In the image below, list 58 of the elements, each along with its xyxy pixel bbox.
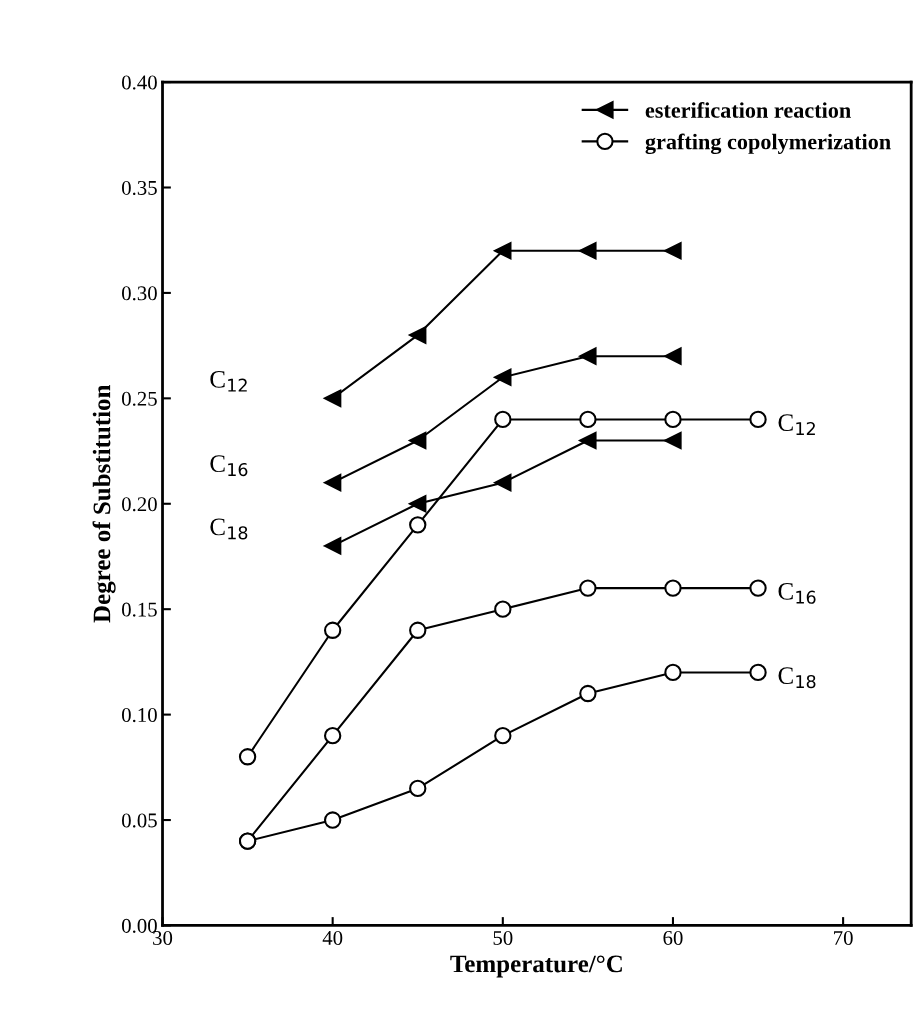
y-tick-label: 0.15 <box>121 602 157 617</box>
point <box>409 326 427 344</box>
y-tick-label: 0.00 <box>121 918 157 933</box>
point <box>749 410 767 429</box>
y-tick-label: 0.10 <box>121 707 157 723</box>
point <box>494 600 512 618</box>
x-axis-title: Temperature/°C <box>450 955 622 978</box>
y-tick-label: 0.05 <box>121 813 157 828</box>
point <box>494 410 512 429</box>
point <box>579 410 597 429</box>
annotation: C$_{12}$ <box>778 414 815 435</box>
y-tick-label: 0.40 <box>121 75 157 90</box>
y-axis-title: Degree of Substitution <box>92 384 116 623</box>
point <box>323 621 342 639</box>
point <box>664 410 682 429</box>
point <box>409 495 427 513</box>
annotation: C$_{16}$ <box>778 582 816 604</box>
x-tick-label: 40 <box>322 930 343 945</box>
point <box>409 516 427 534</box>
point <box>494 242 512 260</box>
point <box>579 431 597 450</box>
point <box>323 389 342 408</box>
point <box>494 727 512 745</box>
point <box>749 579 767 597</box>
point <box>323 537 342 555</box>
y-tick-label: 0.30 <box>121 286 157 301</box>
annotation: C$_{12}$ <box>210 370 247 392</box>
point <box>664 347 682 365</box>
y-tick-label: 0.35 <box>121 180 157 196</box>
point <box>323 811 342 829</box>
point <box>579 242 597 260</box>
point <box>409 431 427 450</box>
point <box>409 621 427 639</box>
legend-label: esterification reaction <box>645 101 851 118</box>
x-tick-label: 30 <box>153 930 173 945</box>
annotation: C$_{18}$ <box>778 667 816 689</box>
point <box>323 474 342 492</box>
point <box>323 727 342 745</box>
legend-label: grafting copolymerization <box>645 133 891 155</box>
point <box>664 663 682 682</box>
y-tick-label: 0.25 <box>121 391 157 406</box>
point <box>579 579 597 597</box>
y-tick-label: 0.20 <box>121 497 157 512</box>
point <box>749 663 767 682</box>
point <box>664 579 682 597</box>
point <box>664 431 682 450</box>
point <box>494 474 512 492</box>
point <box>664 242 682 260</box>
x-tick-label: 50 <box>493 930 513 945</box>
annotation: C$_{18}$ <box>210 518 248 540</box>
point <box>494 368 512 386</box>
x-tick-label: 70 <box>834 930 853 945</box>
point <box>579 347 597 365</box>
point <box>579 684 597 703</box>
x-tick-label: 60 <box>663 930 683 945</box>
point <box>409 779 427 798</box>
annotation: C$_{16}$ <box>210 455 248 477</box>
point <box>238 748 257 766</box>
